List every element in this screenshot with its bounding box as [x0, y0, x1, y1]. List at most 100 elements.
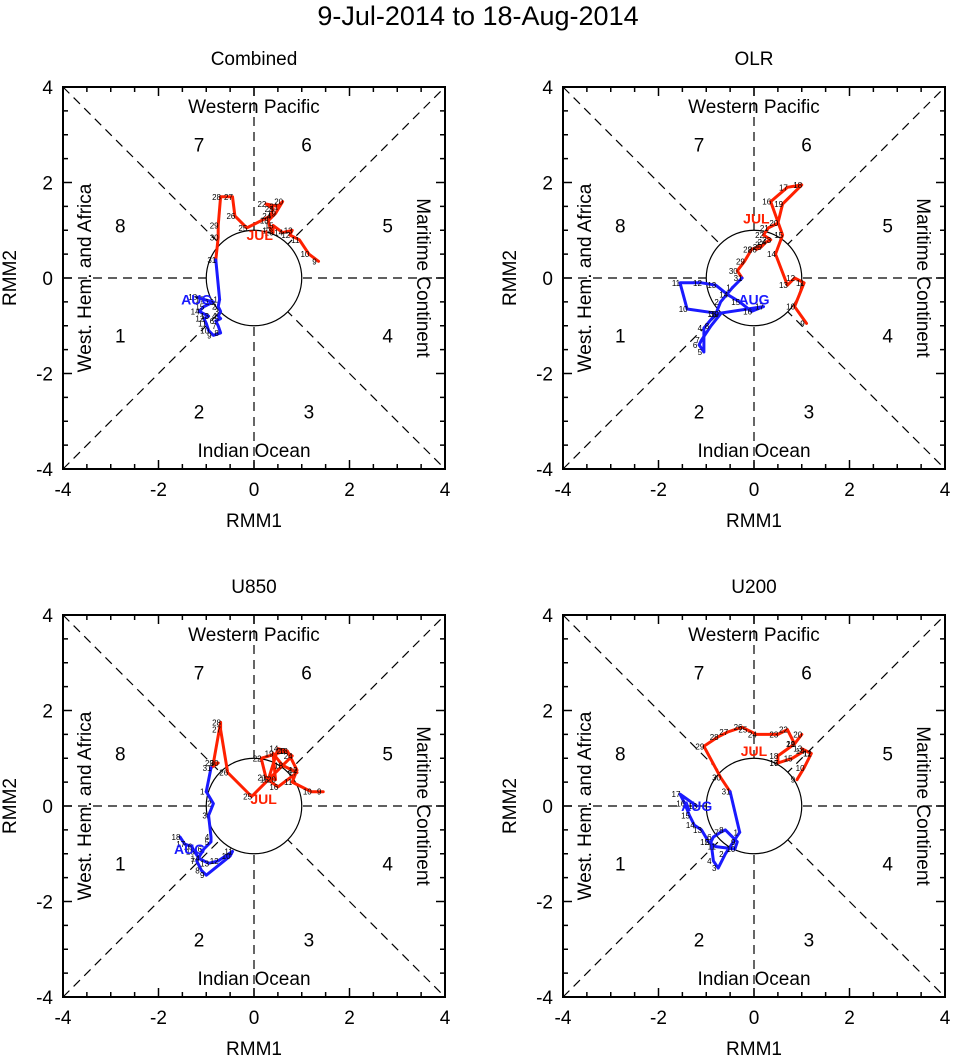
day-label: 25 [738, 726, 747, 735]
x-tick-label: 0 [249, 480, 260, 501]
day-label: 12 [693, 279, 702, 288]
region-label-bottom: Indian Ocean [197, 969, 310, 990]
x-axis-label: RMM1 [226, 511, 282, 532]
day-label: 15 [784, 754, 793, 763]
day-label: 9 [312, 257, 317, 266]
day-label: 10 [679, 305, 688, 314]
day-label: 22 [755, 231, 764, 240]
y-axis-label: RMM2 [500, 778, 521, 834]
unit-circle [205, 229, 303, 327]
day-label: 15 [186, 847, 195, 856]
day-label: 4 [212, 312, 217, 321]
phase-number: 1 [115, 326, 126, 347]
day-label: 7 [695, 336, 700, 345]
region-label-right: Maritime Continent [412, 726, 433, 886]
day-label: 9 [731, 838, 736, 847]
day-label: 9 [207, 331, 212, 340]
day-label: 17 [195, 295, 204, 304]
x-tick-label: -2 [150, 1008, 167, 1029]
x-tick-label: 0 [749, 1008, 760, 1029]
day-label: 4 [698, 324, 703, 333]
day-label: 10 [303, 788, 312, 797]
day-label: 1 [213, 295, 218, 304]
day-label: 26 [226, 212, 235, 221]
day-label: 15 [265, 221, 274, 230]
day-label: 16 [743, 307, 752, 316]
month-label: JUL [743, 210, 770, 226]
august-trajectory [195, 295, 223, 337]
day-label: 11 [796, 279, 805, 288]
day-label: 27 [755, 241, 764, 250]
phase-number: 3 [804, 403, 815, 424]
day-label: 12 [289, 766, 298, 775]
day-label: 1 [726, 284, 731, 293]
y-tick-label: 4 [42, 78, 53, 99]
day-label: 10 [796, 764, 805, 773]
y-tick-label: -2 [536, 893, 553, 914]
region-label-right: Maritime Continent [912, 198, 933, 358]
panel-title: U200 [731, 577, 776, 598]
phase-number: 6 [801, 135, 812, 156]
day-label: 20 [267, 776, 276, 785]
day-label: 8 [705, 322, 710, 331]
y-tick-label: -2 [36, 365, 53, 386]
day-label: 13 [793, 745, 802, 754]
day-label: 15 [774, 231, 783, 240]
day-label: 5 [698, 348, 703, 357]
unit-circle [205, 757, 303, 855]
day-label: 7 [190, 857, 195, 866]
region-label-left: West. Hem. and Africa [575, 711, 596, 900]
day-label: 15 [681, 812, 690, 821]
day-label: 17 [262, 226, 271, 235]
day-label: 9 [791, 776, 796, 785]
day-label: 30 [210, 233, 219, 242]
phase-number: 6 [801, 663, 812, 684]
day-label: 5 [214, 315, 219, 324]
phase-number: 5 [882, 216, 893, 237]
y-axis-label: RMM2 [500, 250, 521, 306]
day-label: 29 [210, 221, 219, 230]
day-label: 17 [769, 759, 778, 768]
region-label-bottom: Indian Ocean [697, 969, 810, 990]
day-label: 19 [265, 749, 274, 758]
day-label: 2 [212, 303, 217, 312]
day-label: 18 [707, 310, 716, 319]
region-label-right: Maritime Continent [912, 726, 933, 886]
day-label: 27 [212, 726, 221, 735]
august-trajectory [678, 792, 742, 870]
day-label: 16 [762, 198, 771, 207]
day-label: 13 [707, 281, 716, 290]
day-label: 15 [731, 298, 740, 307]
y-tick-label: 2 [542, 702, 553, 723]
phase-number: 8 [615, 216, 626, 237]
day-label: 13 [279, 747, 288, 756]
july-trajectory [735, 183, 808, 325]
day-label: 11 [291, 236, 300, 245]
phase-number: 1 [115, 854, 126, 875]
region-label-top: Western Pacific [188, 97, 320, 118]
day-label: 18 [274, 761, 283, 770]
phase-number: 2 [694, 403, 705, 424]
y-tick-label: -2 [536, 365, 553, 386]
day-label: 17 [289, 769, 298, 778]
y-axis-label: RMM2 [0, 250, 21, 306]
july-trajectory [214, 195, 320, 263]
day-label: 30 [729, 267, 738, 276]
day-label: 16 [269, 783, 278, 792]
day-label: 10 [786, 303, 795, 312]
day-label: 9 [800, 319, 805, 328]
day-label: 12 [210, 857, 219, 866]
phase-number: 2 [194, 931, 205, 952]
x-tick-label: 0 [249, 1008, 260, 1029]
y-tick-label: -4 [536, 988, 553, 1009]
day-label: 16 [769, 759, 778, 768]
day-label: 30 [210, 759, 219, 768]
day-label: 22 [257, 200, 266, 209]
day-label: 18 [188, 293, 197, 302]
region-label-right: Maritime Continent [412, 198, 433, 358]
day-label: 31 [722, 788, 731, 797]
